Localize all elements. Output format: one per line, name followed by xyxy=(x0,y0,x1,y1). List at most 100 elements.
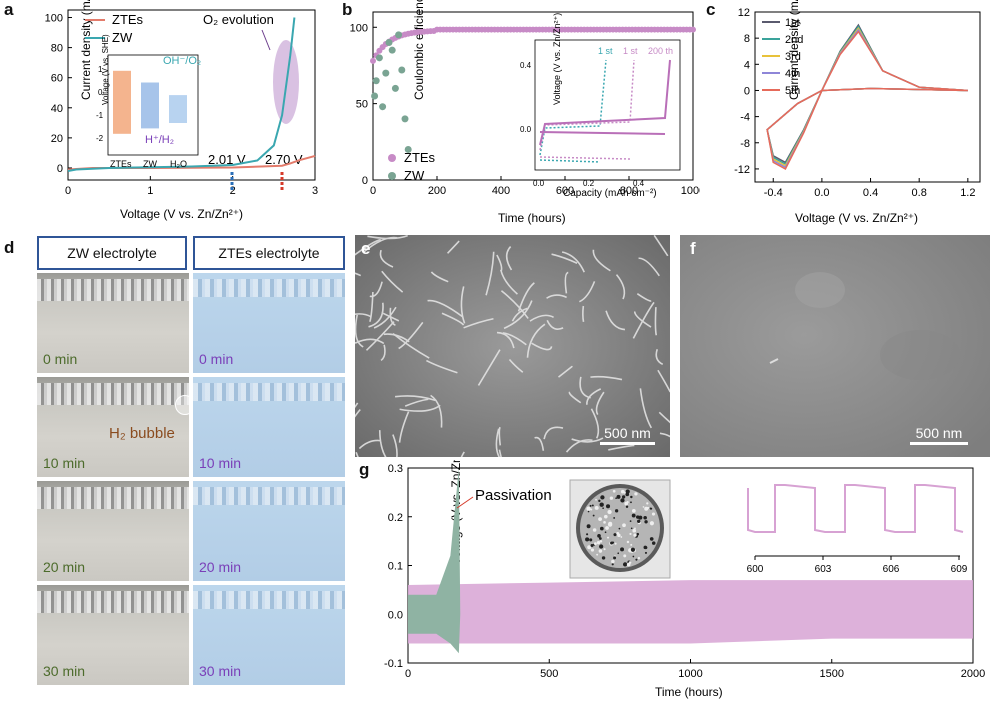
xtick-label-c: 0.0 xyxy=(814,187,829,199)
speckle xyxy=(613,517,616,519)
sem-flake xyxy=(529,314,554,322)
sem-flake xyxy=(595,391,605,415)
speckle xyxy=(586,533,589,536)
speckle xyxy=(620,547,625,552)
zw-photo-0: 0 min xyxy=(37,273,189,373)
sem-flake xyxy=(368,302,384,328)
sem-flake xyxy=(590,408,600,439)
xtick-label-b: 800 xyxy=(620,185,638,197)
legend-label-c-3: 4th xyxy=(785,68,800,80)
passivation-arrow xyxy=(456,496,474,509)
sem-flake xyxy=(531,342,553,351)
inset-bar-0 xyxy=(113,70,131,134)
sem-flake xyxy=(355,313,372,318)
speckle xyxy=(617,533,621,538)
speckle xyxy=(586,524,591,529)
inset-ytick-b-0: 0.4 xyxy=(520,61,532,70)
speckle xyxy=(649,507,652,510)
point-zw-b xyxy=(391,84,399,92)
inset-xtick-b-0: 0.0 xyxy=(533,179,545,188)
sem-flake xyxy=(398,411,410,443)
ytick-label-g: 0.3 xyxy=(388,463,403,475)
speckle xyxy=(620,536,623,538)
speckle xyxy=(637,556,641,560)
sem-flake xyxy=(427,299,464,318)
speckle xyxy=(587,545,592,550)
speckle xyxy=(586,506,591,511)
speckle xyxy=(622,562,628,567)
bubble-icon xyxy=(175,395,189,415)
xtick-label-a: 1 xyxy=(147,185,153,197)
sem-flake xyxy=(561,251,585,273)
xtick-label-a: 3 xyxy=(312,185,318,197)
ylabel-c: Current density (mA cm⁻²) xyxy=(787,0,801,100)
point-zw-b xyxy=(388,46,396,54)
speckle xyxy=(598,517,602,521)
xtick-label-g: 0 xyxy=(405,668,411,680)
point-zw-b xyxy=(371,92,379,100)
ztes-photo-0: 0 min xyxy=(193,273,345,373)
speckle xyxy=(643,515,647,520)
sem-flake xyxy=(655,348,664,366)
speckle xyxy=(621,495,626,499)
speckle xyxy=(594,505,599,510)
speckle xyxy=(613,533,617,537)
sem-flake xyxy=(485,251,495,296)
xtick-label-g: 1000 xyxy=(678,668,702,680)
speckle xyxy=(611,559,615,564)
speckle xyxy=(625,505,629,508)
speckle xyxy=(610,541,614,545)
xtick-label-g: 1500 xyxy=(820,668,844,680)
zn-layer xyxy=(37,487,189,509)
inset-label-b-2: 200 th xyxy=(648,46,673,56)
sem-flake xyxy=(590,375,623,381)
speckle xyxy=(638,515,643,520)
inset-bar-1 xyxy=(141,82,159,129)
speckle xyxy=(642,506,645,508)
ytick-label-c: 0 xyxy=(744,85,750,97)
sem-flake xyxy=(546,294,567,299)
speckle xyxy=(605,504,611,509)
electrode-disc-inner xyxy=(580,488,660,568)
inset-cat-1: ZW xyxy=(143,159,157,169)
sem-flake xyxy=(615,274,626,300)
speckle xyxy=(616,494,621,499)
axes-frame-a xyxy=(67,9,316,181)
sem-flake xyxy=(608,444,635,451)
speckle xyxy=(630,543,633,546)
zn-layer xyxy=(193,591,345,609)
legend-marker-ztes-b xyxy=(388,154,396,162)
xtick-label-a: 2 xyxy=(230,185,236,197)
panel-b: b 0 200 400 600 800 1000 0 50 100 Coulombic effi… xyxy=(330,0,700,230)
panel-label-d: d xyxy=(4,238,15,257)
speckle xyxy=(634,527,636,530)
electrode-speckles xyxy=(585,489,656,567)
chart-c: -0.4 0.0 0.4 0.8 1.2 12 8 4 0 -4 -8 -12 Current den… xyxy=(734,0,981,225)
sem-flake xyxy=(502,332,527,346)
sem-flake xyxy=(379,249,394,268)
header-zw: ZW electrolyte xyxy=(37,236,187,270)
legend-ztes-b: ZTEs xyxy=(404,150,436,165)
speckle xyxy=(592,514,595,517)
sem-flake xyxy=(463,317,494,329)
speckle xyxy=(607,536,610,539)
zoom-inset-tick-label: 609 xyxy=(951,564,968,575)
panel-c: c -0.4 0.0 0.4 0.8 1.2 12 8 4 0 -4 -8 -12 Current d… xyxy=(700,0,997,230)
speckle xyxy=(630,527,633,530)
speckle xyxy=(591,504,594,507)
scalebar-f: 500 nm xyxy=(910,425,968,445)
sem-flake xyxy=(426,359,458,374)
point-zw-b xyxy=(379,103,387,111)
speckle xyxy=(620,489,625,494)
speckle xyxy=(631,513,636,518)
sem-flake xyxy=(505,246,513,271)
sem-flake xyxy=(568,391,582,404)
speckle xyxy=(615,497,617,500)
ytick-label-b: 0 xyxy=(362,175,368,187)
ytick-label-a: 80 xyxy=(51,43,63,55)
speckle xyxy=(599,540,603,543)
sem-flake xyxy=(638,257,660,277)
legend-label-c-2: 3rd xyxy=(785,51,801,63)
speckle xyxy=(630,547,636,552)
